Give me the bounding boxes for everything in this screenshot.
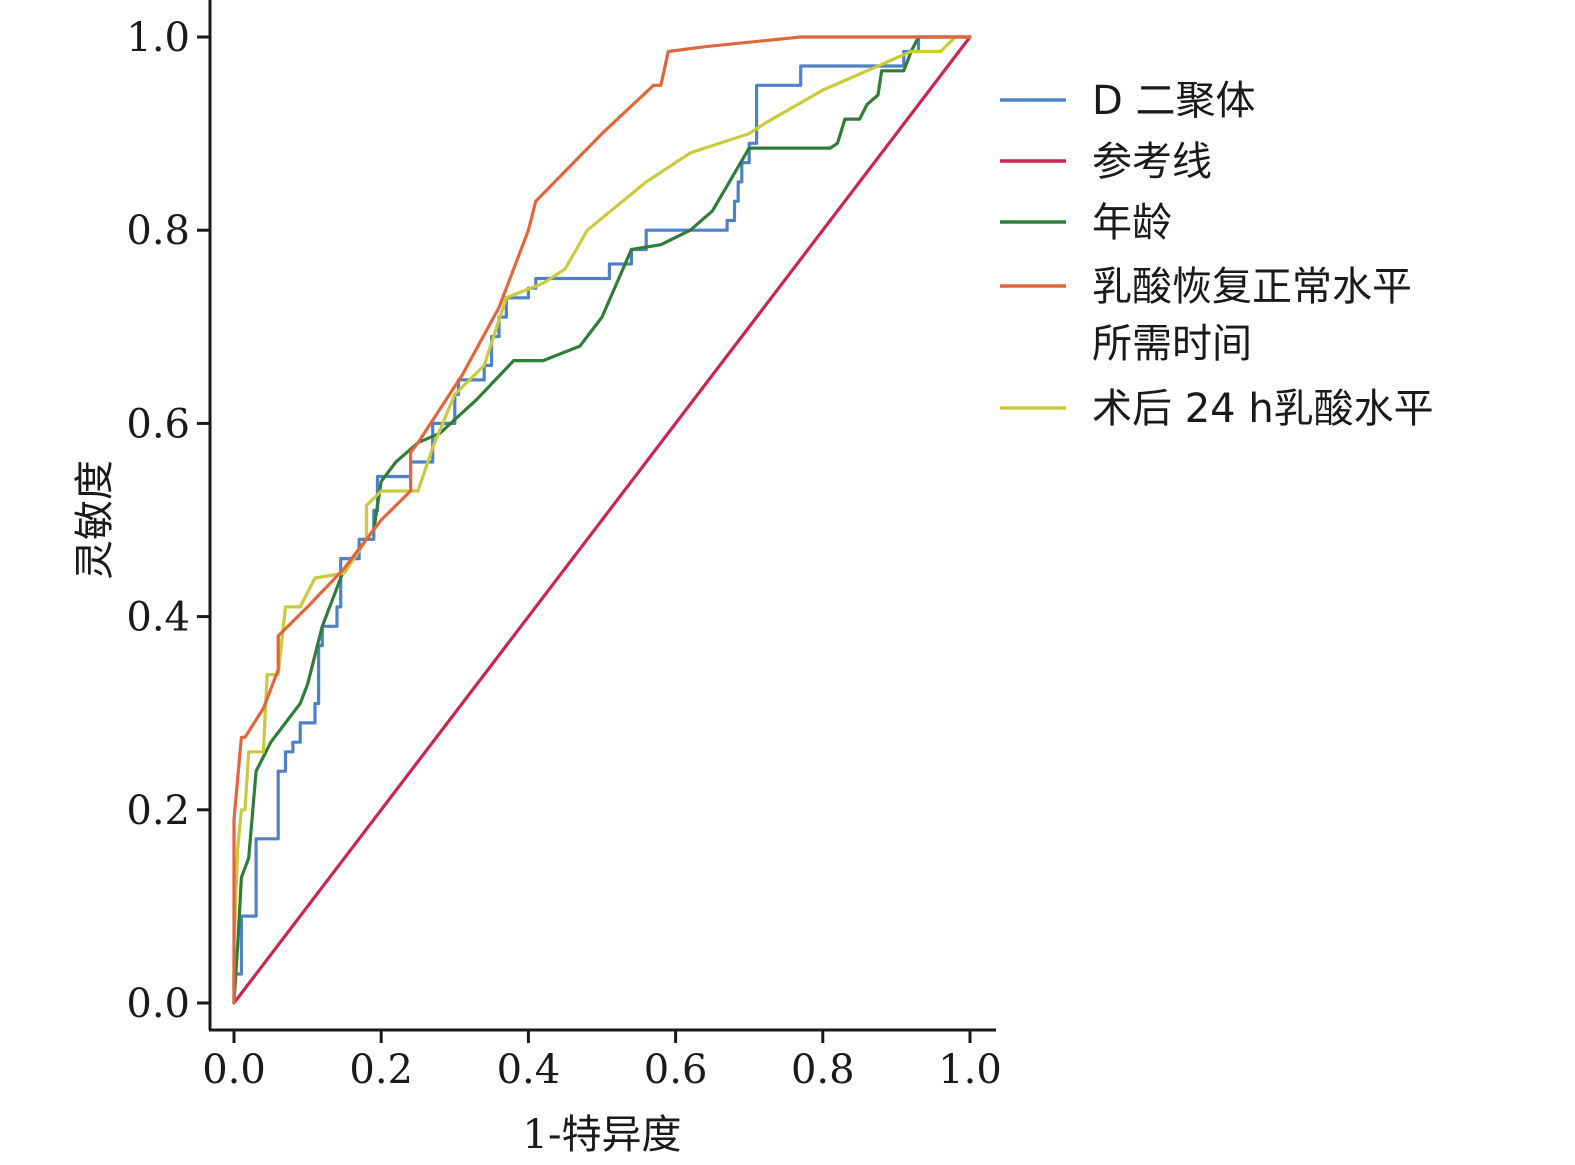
x-axis-title: 1-特异度	[523, 1112, 682, 1158]
y-tick-label: 0.2	[126, 788, 190, 834]
axes: 0.0 0.2 0.4 0.6 0.8 1.0 0.0 0.2 0.4 0.6 0.8 1.0	[126, 0, 1002, 1093]
x-tick-label: 0.6	[644, 1047, 708, 1093]
legend-label-4: 术后 24 h乳酸水平	[1092, 386, 1434, 432]
legend-label-3: 乳酸恢复正常水平所需时间	[1092, 264, 1412, 367]
series-line-4	[232, 35, 972, 1005]
y-tick-label: 0.6	[126, 401, 190, 447]
legend-label-0: D 二聚体	[1092, 78, 1256, 124]
x-tick-label: 0.2	[349, 1047, 413, 1093]
x-tick-label: 1.0	[938, 1047, 1002, 1093]
y-axis-title: 灵敏度	[72, 460, 118, 580]
x-tick-label: 0.4	[497, 1047, 561, 1093]
y-tick-label: 0.0	[126, 981, 190, 1027]
y-tick-label: 1.0	[126, 15, 190, 61]
x-tick-label: 0.0	[202, 1047, 266, 1093]
plot-area	[232, 35, 972, 1005]
y-tick-label: 0.4	[126, 595, 190, 641]
series-line-1	[232, 35, 972, 1005]
legend-label-2: 年龄	[1092, 200, 1172, 246]
x-tick-label: 0.8	[791, 1047, 855, 1093]
series-line-3	[232, 35, 972, 1005]
legend-label-1: 参考线	[1092, 139, 1212, 185]
series-line-2	[232, 35, 972, 1005]
y-tick-label: 0.8	[126, 208, 190, 254]
